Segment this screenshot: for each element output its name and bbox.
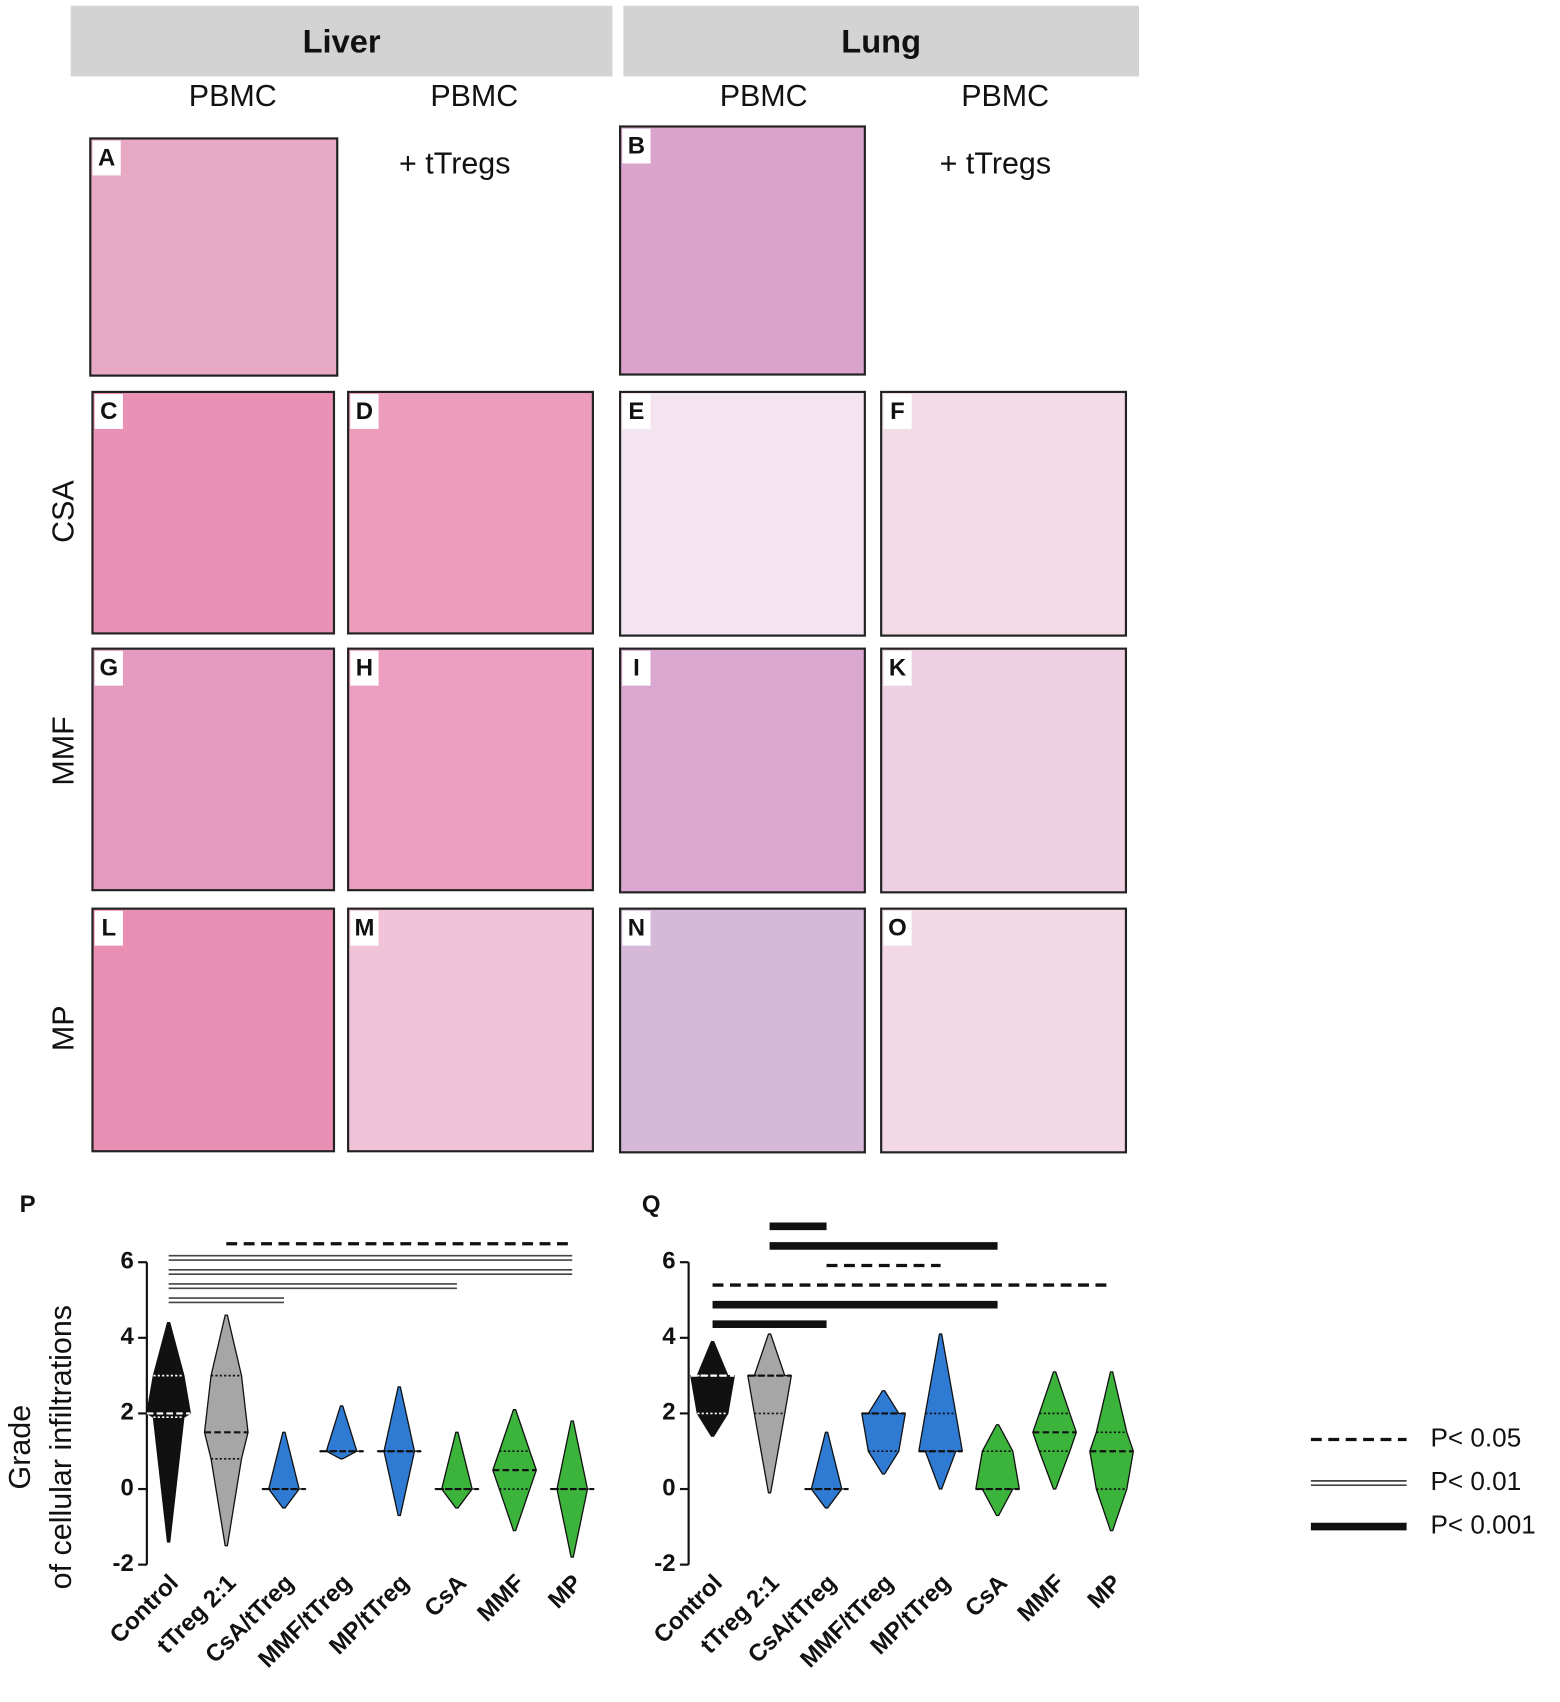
legend-label: P< 0.001 (1431, 1509, 1536, 1539)
row-label: CSA (46, 480, 80, 543)
panel-letter: O (888, 915, 907, 942)
x-tick-label: MP (543, 1569, 587, 1613)
violin-body (1032, 1371, 1077, 1490)
histology-image (89, 137, 339, 377)
histology-image (347, 390, 594, 635)
panel-letter: K (889, 655, 907, 682)
histology-image (618, 907, 866, 1154)
panel-letter: M (354, 915, 374, 942)
panel-letter: A (98, 144, 115, 171)
y-tick-label: 2 (662, 1399, 675, 1426)
panel-letter: P (20, 1191, 36, 1218)
panel-letter-bg (350, 910, 379, 946)
histology-image (618, 125, 866, 376)
lung-header-bg (623, 5, 1139, 77)
y-axis-label: of cellular infiltrations (44, 1305, 78, 1589)
violin-body (146, 1322, 192, 1543)
violin-body (975, 1424, 1020, 1517)
y-tick-label: 6 (120, 1248, 133, 1275)
y-tick-label: 0 (120, 1474, 133, 1501)
panel-letter: H (356, 655, 373, 682)
row-label: MP (46, 1005, 80, 1051)
legend: P< 0.05 P< 0.01 P< 0.001 (1310, 1422, 1536, 1539)
histology-image (880, 647, 1128, 894)
panel-letter: D (356, 398, 373, 425)
column-label: PBMC (189, 79, 277, 113)
histology-image (91, 390, 336, 635)
panel-letter: N (628, 915, 645, 942)
x-tick-label: CsA (960, 1569, 1013, 1622)
panels: A B C D E F G H I K L M N O (89, 125, 1128, 1154)
y-tick-label: 6 (662, 1248, 675, 1275)
panel-letter-bg (350, 650, 379, 686)
liver-header-bg (70, 5, 613, 77)
panel-letter-bg (92, 140, 121, 176)
panel-letter-bg (883, 650, 912, 686)
panel-letter: C (100, 398, 117, 425)
histology-image (880, 390, 1128, 637)
histology-image (91, 907, 336, 1153)
panel-letter-bg (883, 394, 912, 429)
y-axis-label: Grade (3, 1405, 37, 1490)
column-label: PBMC (720, 79, 808, 113)
violin-body (261, 1431, 307, 1509)
column-label: PBMC (430, 79, 518, 113)
histology-image (347, 647, 594, 892)
histology-image (91, 647, 336, 892)
histology-image (347, 907, 594, 1153)
panel-letter-bg (94, 910, 123, 946)
panel-letter-bg (94, 650, 123, 686)
x-tick-label: MMF (472, 1569, 530, 1627)
panel-letter-bg (883, 910, 912, 946)
y-tick-label: -2 (654, 1550, 675, 1577)
legend-label: P< 0.01 (1431, 1466, 1522, 1496)
panel-letter: G (99, 655, 118, 682)
violin-body (918, 1333, 963, 1490)
histology-image (618, 647, 866, 894)
column-label: + tTregs (940, 147, 1051, 181)
panel-letter-bg (622, 394, 651, 429)
column-label: PBMC (961, 79, 1049, 113)
panel-letter-bg (622, 128, 651, 164)
header: Liver (303, 22, 381, 59)
y-tick-label: 0 (662, 1474, 675, 1501)
violin-body (434, 1431, 480, 1509)
x-tick-label: CsA (419, 1569, 472, 1622)
panel-letter: F (890, 398, 905, 425)
panel-letter-bg (622, 910, 651, 946)
panel-letter: E (628, 398, 644, 425)
panel-letter-bg (94, 394, 123, 429)
panel-letter-bg (622, 650, 651, 686)
violin-body (203, 1314, 249, 1547)
header: Lung (841, 22, 921, 59)
y-tick-label: 2 (120, 1399, 133, 1426)
panel-letter: B (628, 132, 645, 159)
column-label: + tTregs (399, 147, 510, 181)
panel-letter-bg (350, 394, 379, 429)
violin-body (861, 1390, 906, 1475)
row-label: MMF (46, 716, 80, 785)
histology-image (880, 907, 1128, 1154)
y-tick-label: -2 (113, 1550, 134, 1577)
violin-body (804, 1431, 849, 1509)
x-tick-label: MMF (1012, 1569, 1070, 1627)
violin-body (690, 1340, 735, 1437)
histology-image (618, 390, 866, 637)
y-tick-label: 4 (662, 1323, 676, 1350)
panel-letter: Q (642, 1191, 661, 1218)
legend-label: P< 0.05 (1431, 1422, 1522, 1452)
y-tick-label: 4 (120, 1323, 134, 1350)
panel-letter: I (633, 655, 640, 682)
x-tick-label: MP (1082, 1569, 1126, 1613)
panel-letter: L (101, 915, 116, 942)
